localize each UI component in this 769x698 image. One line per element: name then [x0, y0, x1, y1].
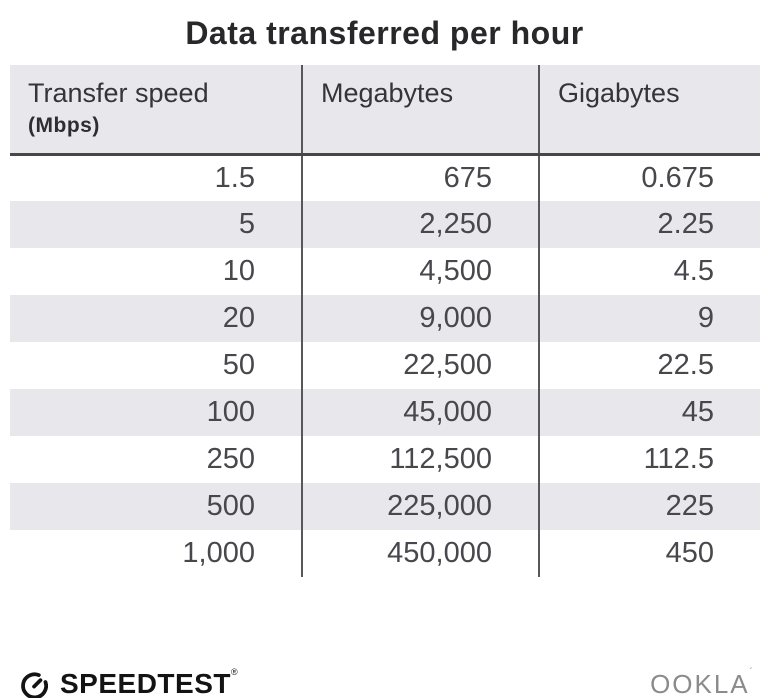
ookla-wordmark: OOKLA [650, 668, 750, 698]
page-title: Data transferred per hour [185, 15, 584, 51]
table-cell: 225,000 [301, 483, 539, 530]
table-cell: 0.675 [538, 154, 760, 201]
column-header-gigabytes: Gigabytes [538, 65, 760, 156]
speedtest-logo: SPEEDTEST® [18, 667, 239, 698]
table-cell: 2,250 [301, 201, 539, 248]
table-body: 1.5 675 0.675 5 2,250 2.25 10 4,500 4.5 20 9,000 9 5… [10, 154, 760, 577]
speedtest-gauge-icon [18, 668, 51, 698]
ookla-logo: OOKLA´ [650, 666, 753, 698]
table-row: 100 45,000 45 [10, 389, 760, 436]
table-cell: 4,500 [301, 248, 539, 295]
table-cell: 500 [10, 483, 302, 530]
table-cell: 225 [538, 483, 760, 530]
column-header-megabytes: Megabytes [301, 65, 539, 156]
table-cell: 50 [10, 342, 302, 389]
table-row: 1.5 675 0.675 [10, 154, 760, 201]
table-cell: 45 [538, 389, 760, 436]
footer: SPEEDTEST® OOKLA´ [0, 661, 769, 698]
table-row: 50 22,500 22.5 [10, 342, 760, 389]
table-row: 1,000 450,000 450 [10, 530, 760, 577]
table-cell: 5 [10, 201, 302, 248]
table-cell: 450 [538, 530, 760, 577]
column-header-label: Transfer speed [28, 78, 209, 108]
registered-trademark-icon: ® [230, 667, 239, 677]
ookla-trademark-icon: ´ [749, 666, 753, 678]
table-cell: 2.25 [538, 201, 760, 248]
table-cell: 100 [10, 389, 302, 436]
table-cell: 20 [10, 295, 302, 342]
table-cell: 675 [301, 154, 539, 201]
table-row: 10 4,500 4.5 [10, 248, 760, 295]
table-cell: 9 [538, 295, 760, 342]
table-cell: 450,000 [301, 530, 539, 577]
table-cell: 112,500 [301, 436, 539, 483]
table-cell: 250 [10, 436, 302, 483]
table-cell: 10 [10, 248, 302, 295]
table-cell: 1.5 [10, 154, 302, 201]
table-cell: 1,000 [10, 530, 302, 577]
data-table: Transfer speed (Mbps) Megabytes Gigabyte… [10, 65, 760, 577]
table-row: 250 112,500 112.5 [10, 436, 760, 483]
speedtest-wordmark: SPEEDTEST® [60, 667, 239, 698]
table-cell: 4.5 [538, 248, 760, 295]
table-row: 20 9,000 9 [10, 295, 760, 342]
table-row: 5 2,250 2.25 [10, 201, 760, 248]
table-cell: 22.5 [538, 342, 760, 389]
table-cell: 22,500 [301, 342, 539, 389]
column-header-transfer-speed: Transfer speed (Mbps) [10, 65, 302, 156]
table-cell: 9,000 [301, 295, 539, 342]
column-header-unit: (Mbps) [28, 114, 100, 137]
table-header-row: Transfer speed (Mbps) Megabytes Gigabyte… [10, 65, 760, 156]
table-row: 500 225,000 225 [10, 483, 760, 530]
table-cell: 112.5 [538, 436, 760, 483]
table-cell: 45,000 [301, 389, 539, 436]
